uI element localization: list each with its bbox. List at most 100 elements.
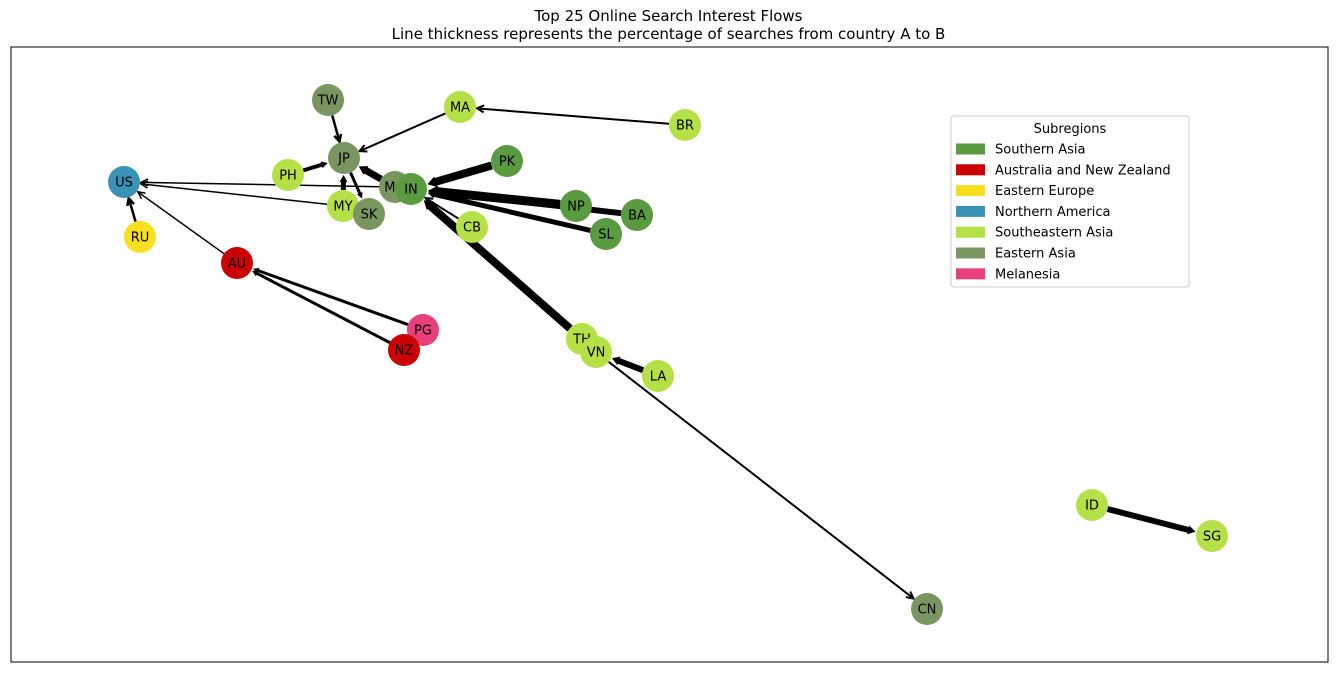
chart-title-line1: Top 25 Online Search Interest Flows [534,7,803,25]
edge-arrowhead [320,161,328,169]
edge-tw-jp [331,115,343,145]
edge-line [608,361,915,600]
edge-pg-au [252,267,409,326]
edge-line [302,162,324,173]
node-label: CN [918,603,937,618]
node-circle [580,336,612,368]
node-label: BR [676,119,694,134]
node-label: US [115,176,133,191]
node-in: IN [395,173,427,205]
node-circle [272,159,304,191]
edge-my-jp [339,174,348,191]
node-circle [312,84,344,116]
edge-arrowhead [139,180,149,189]
edge-ma-jp [357,112,446,153]
edge-line [137,191,225,255]
edge-nz-au [252,270,391,344]
node-ma: MA [444,91,476,123]
node-label: PK [499,155,516,170]
node-circle [1076,489,1108,521]
node-label: IN [404,183,418,198]
node-tw: TW [312,84,344,116]
plot-frame [10,46,1329,663]
legend-label: Melanesia [995,267,1060,282]
legend-items: Southern Asia Australia and New Zealand Ea… [956,143,1171,282]
legend-label: Eastern Asia [995,247,1076,262]
node-circle [407,314,439,346]
node-circle [221,247,253,279]
edge-ru-us [126,195,137,222]
edge-line [349,171,362,195]
node-circle [388,334,420,366]
edges-layer [126,104,1196,600]
legend-item: Northern America [956,205,1110,220]
node-id: ID [1076,489,1108,521]
edge-arrowhead [905,591,916,600]
legend-item: Eastern Asia [956,247,1076,262]
node-label: LA [650,370,667,385]
edge-sl-in [427,190,591,233]
node-my: MY [327,190,359,222]
node-circle [621,199,653,231]
legend-item: Australia and New Zealand [956,163,1171,178]
node-jp: JP [328,142,360,174]
node-circle [491,145,523,177]
node-nz: NZ [388,334,420,366]
legend-item: Melanesia [956,267,1060,282]
edge-arrowhead [1187,525,1196,535]
node-label: SG [1203,530,1221,545]
edge-id-sg [1106,506,1196,535]
edge-pk-in [427,161,493,188]
edge-line [476,107,670,125]
edge-line [616,357,645,374]
edge-arrowhead [252,270,259,277]
node-circle [353,198,385,230]
node-pg: PG [407,314,439,346]
node-cn: CN [911,593,943,625]
node-sl: SL [590,218,622,250]
edge-ph-jp [302,161,328,173]
legend-box [950,115,1190,288]
edge-line [427,202,573,332]
node-vn: VN [580,336,612,368]
node-label: ID [1085,499,1099,514]
chart-title: Top 25 Online Search Interest Flows Line… [0,7,1337,43]
node-sk: SK [353,198,385,230]
edge-arrowhead [356,191,363,199]
legend-swatch [956,205,985,217]
node-circle [108,166,140,198]
node-label: SK [361,208,378,223]
edge-arrowhead [333,133,343,145]
node-label: CB [463,221,481,236]
node-la: LA [642,360,674,392]
edge-jp-sk [349,171,363,199]
legend-item: Southeastern Asia [956,226,1113,241]
node-label: TW [317,94,339,109]
legend-label: Southern Asia [995,143,1086,158]
edge-line [255,271,391,344]
edge-arrowhead [136,190,146,200]
legend-swatch [956,164,985,176]
node-circle [1196,520,1228,552]
edge-arrowhead [339,174,348,183]
node-label: VN [587,346,606,361]
node-label: MY [333,200,352,215]
node-ph: PH [272,159,304,191]
node-label: NZ [395,344,414,359]
legend: Subregions Southern Asia Australia and Ne… [950,115,1190,288]
node-sg: SG [1196,520,1228,552]
edge-arrowhead [357,144,368,153]
legend-swatch [956,185,985,197]
edge-arrowhead [611,356,621,366]
edge-line [363,166,383,183]
legend-swatch [956,226,985,238]
node-ru: RU [124,221,156,253]
legend-item: Southern Asia [956,143,1086,158]
edge-line [432,191,591,233]
legend-label: Eastern Europe [995,184,1094,199]
node-label: BA [628,209,646,224]
edge-mo-jp [358,166,383,183]
node-cb: CB [456,211,488,243]
